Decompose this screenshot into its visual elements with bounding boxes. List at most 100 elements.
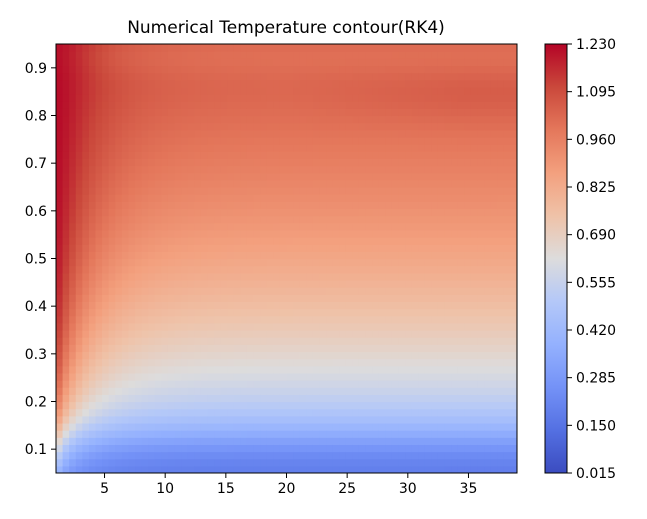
contour-cell (293, 394, 301, 403)
contour-cell (273, 330, 281, 338)
contour-cell (477, 65, 485, 74)
contour-cell (227, 358, 235, 367)
contour-cell (194, 330, 202, 338)
contour-cell (95, 187, 103, 195)
contour-cell (332, 58, 340, 67)
contour-cell (299, 358, 307, 367)
contour-cell (194, 422, 202, 431)
contour-cell (88, 301, 97, 310)
contour-cell (266, 272, 274, 281)
contour-cell (345, 437, 353, 445)
contour-cell (398, 136, 406, 145)
contour-cell (161, 337, 169, 345)
contour-cell (95, 115, 103, 124)
contour-cell (181, 201, 189, 210)
contour-cell (424, 337, 432, 345)
contour-cell (477, 315, 485, 324)
contour-cell (345, 387, 353, 395)
contour-cell (358, 351, 367, 360)
contour-cell (405, 415, 413, 424)
contour-cell (95, 444, 103, 453)
contour-cell (75, 401, 83, 410)
contour-cell (167, 458, 176, 467)
contour-cell (227, 372, 235, 381)
contour-cell (273, 86, 281, 95)
contour-cell (385, 365, 393, 374)
contour-cell (240, 272, 248, 281)
contour-cell (490, 451, 498, 460)
contour-cell (279, 272, 288, 281)
contour-cell (194, 272, 202, 281)
contour-cell (187, 308, 195, 317)
contour-cell (457, 179, 465, 188)
contour-cell (405, 86, 413, 95)
contour-cell (207, 322, 215, 331)
contour-cell (148, 65, 156, 74)
contour-cell (457, 165, 465, 174)
contour-cell (194, 287, 202, 295)
contour-cell (121, 51, 130, 59)
contour-cell (405, 115, 413, 124)
contour-cell (220, 444, 228, 453)
colorbar-tick-label: 0.015 (576, 466, 616, 482)
contour-cell (174, 251, 182, 260)
contour-cell (326, 136, 334, 145)
contour-cell (95, 337, 103, 345)
contour-cell (214, 208, 222, 217)
contour-cell (345, 108, 353, 117)
contour-cell (253, 72, 261, 81)
contour-cell (470, 387, 479, 395)
contour-cell (62, 79, 70, 88)
contour-cell (345, 279, 353, 288)
contour-cell (385, 51, 393, 59)
contour-cell (207, 444, 215, 453)
contour-cell (437, 387, 446, 395)
contour-cell (431, 187, 439, 195)
contour-cell (69, 451, 77, 460)
contour-cell (167, 108, 176, 117)
contour-cell (246, 51, 255, 59)
contour-cell (339, 322, 347, 331)
contour-cell (246, 237, 255, 245)
contour-cell (424, 79, 432, 88)
contour-cell (128, 330, 136, 338)
contour-cell (56, 394, 64, 403)
contour-cell (490, 244, 498, 252)
contour-cell (108, 101, 116, 109)
contour-cell (260, 337, 268, 345)
contour-cell (233, 387, 241, 395)
contour-cell (233, 401, 241, 410)
contour-cell (266, 108, 274, 117)
contour-cell (135, 422, 143, 431)
contour-cell (135, 415, 143, 424)
contour-cell (372, 158, 380, 167)
contour-cell (332, 208, 340, 217)
contour-cell (431, 201, 439, 210)
contour-cell (273, 301, 281, 310)
contour-cell (75, 51, 83, 59)
contour-cell (233, 136, 241, 145)
contour-cell (385, 287, 393, 295)
contour-cell (69, 229, 77, 238)
contour-cell (312, 465, 321, 473)
contour-cell (181, 101, 189, 109)
contour-cell (273, 265, 281, 274)
contour-cell (332, 222, 340, 231)
contour-cell (115, 401, 123, 410)
contour-cell (477, 215, 485, 224)
contour-cell (121, 79, 130, 88)
contour-cell (510, 272, 517, 281)
contour-cell (135, 315, 143, 324)
contour-cell (260, 86, 268, 95)
contour-cell (437, 122, 446, 131)
contour-cell (260, 465, 268, 473)
contour-cell (194, 437, 202, 445)
contour-cell (273, 65, 281, 74)
contour-cell (246, 301, 255, 310)
contour-cell (167, 187, 176, 195)
contour-cell (148, 422, 156, 431)
contour-cell (227, 172, 235, 181)
contour-cell (246, 136, 255, 145)
chart-title: Numerical Temperature contour(RK4) (127, 18, 445, 38)
contour-cell (115, 380, 123, 388)
